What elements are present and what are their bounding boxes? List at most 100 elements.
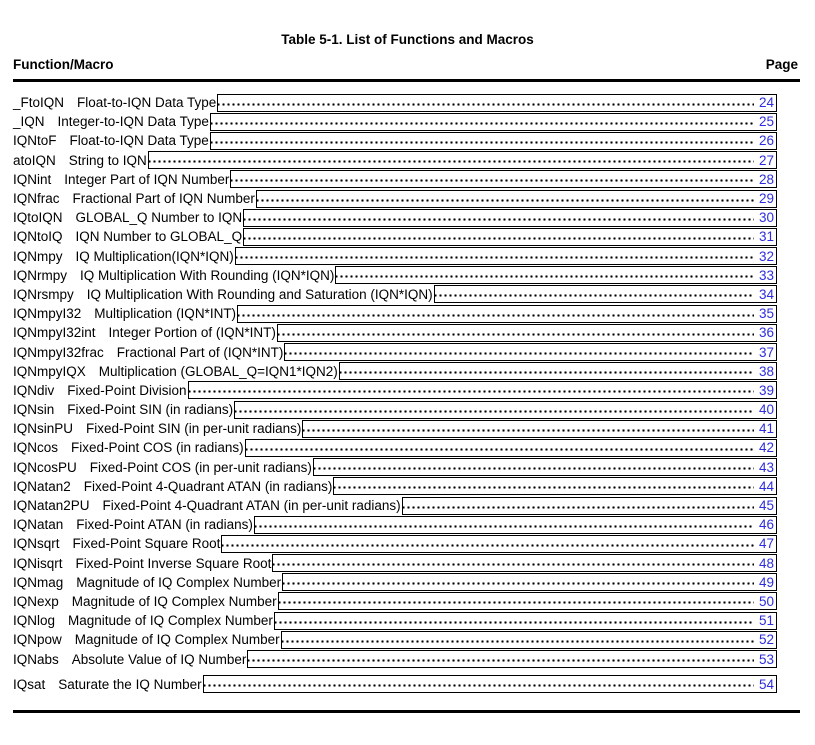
page-link[interactable]: 42 [244,438,777,457]
page-link[interactable]: 40 [234,400,777,419]
page-link[interactable]: 45 [401,496,777,515]
page-link[interactable]: 30 [243,208,777,227]
page-number: 48 [758,555,774,571]
dot-leader [334,478,754,495]
page-link[interactable]: 51 [273,611,777,630]
page-link[interactable]: 46 [253,515,777,534]
page-link[interactable]: 27 [147,151,777,170]
toc-entry-row: IQNisqrt Fixed-Point Inverse Square Root… [13,554,777,573]
dot-leader [313,459,754,476]
toc-entry-row: IQNatan Fixed-Point ATAN (in radians) 46 [13,515,777,534]
function-name: IQNatan2 [13,478,71,494]
toc-entry-row: IQNrsmpy IQ Multiplication With Rounding… [13,285,777,304]
page-link[interactable]: 47 [221,534,777,553]
function-name: IQNmpyI32 [13,306,82,322]
toc-entry-row: IQNatan2PU Fixed-Point 4-Quadrant ATAN (… [13,496,777,515]
page-number: 43 [758,459,774,475]
function-name: IQNmpyIQX [13,363,86,379]
function-name: IQNmpyI32frac [13,344,104,360]
page-number: 27 [758,152,774,168]
page-link[interactable]: 52 [280,630,777,649]
function-name: IQNatan [13,517,64,533]
function-name: IQNsinPU [13,421,74,437]
page-number: 50 [758,593,774,609]
page-link[interactable]: 49 [282,573,777,592]
function-description: Fixed-Point SIN (in per-unit radians) [86,421,302,437]
page-link[interactable]: 41 [302,419,777,438]
function-name: IQtoIQN [13,210,63,226]
toc-entry-row: IQNabs Absolute Value of IQ Number 53 [13,649,777,669]
page-number: 28 [758,171,774,187]
page-link[interactable]: 24 [217,93,777,112]
dot-leader [256,190,754,207]
page-number: 47 [758,536,774,552]
toc-entry-row: IQsat Saturate the IQ Number 54 [13,675,777,694]
dot-leader [278,593,754,610]
toc-entry-row: IQNpow Magnitude of IQ Complex Number 52 [13,630,777,649]
function-name: IQNfrac [13,191,60,207]
page-link[interactable]: 35 [237,304,777,323]
page-link[interactable]: 32 [234,247,777,266]
function-description: GLOBAL_Q Number to IQN [75,210,243,226]
function-description: Fixed-Point 4-Quadrant ATAN (in per-unit… [102,498,401,514]
toc-entry-row: IQNcosPU Fixed-Point COS (in per-unit ra… [13,458,777,477]
page-link[interactable]: 44 [333,477,777,496]
function-name: IQNexp [13,593,59,609]
page-link[interactable]: 37 [284,343,777,362]
page-number: 34 [758,286,774,302]
dot-leader [238,305,754,322]
toc-entry-row: IQNmpyI32frac Fractional Part of (IQN*IN… [13,342,777,362]
function-description: Integer Part of IQN Number [64,171,230,187]
page-link[interactable]: 25 [209,112,777,131]
function-description: Fractional Part of (IQN*INT) [116,344,284,360]
function-description: Fixed-Point SIN (in radians) [67,402,234,418]
function-description: Float-to-IQN Data Type [77,95,217,111]
dot-leader [248,651,754,668]
page-number: 29 [758,191,774,207]
page-link[interactable]: 54 [202,675,777,694]
page-link[interactable]: 50 [277,592,777,611]
page-link[interactable]: 38 [338,362,777,381]
column-header-function-macro: Function/Macro [13,57,114,72]
function-name: IQNrsmpy [13,286,74,302]
page-link[interactable]: 31 [243,227,777,246]
page-number: 54 [758,676,774,692]
function-description: String to IQN [68,152,147,168]
page-link[interactable]: 34 [433,285,777,304]
page-link[interactable]: 29 [255,189,777,208]
function-description: Fractional Part of IQN Number [72,191,255,207]
toc-entry-row: _FtoIQN Float-to-IQN Data Type 24 [13,93,777,112]
dot-leader [277,324,754,341]
header-rule [13,79,800,82]
dot-leader [148,152,754,169]
column-header-page: Page [765,57,798,72]
function-name: IQNlog [13,613,56,629]
page-link[interactable]: 26 [209,131,777,150]
page-link[interactable]: 36 [276,323,777,342]
function-description: Float-to-IQN Data Type [69,133,209,149]
function-name: IQNint [13,171,52,187]
dot-leader [210,113,754,130]
page-link[interactable]: 28 [230,170,777,189]
function-name: IQNabs [13,651,59,667]
page-link[interactable]: 43 [312,458,777,477]
dot-leader [231,171,754,188]
page-number: 36 [758,325,774,341]
dot-leader [285,344,754,361]
dot-leader [244,209,754,226]
page-number: 52 [758,632,774,648]
function-description: IQ Multiplication With Rounding and Satu… [86,286,433,302]
page-number: 39 [758,382,774,398]
page-link[interactable]: 33 [335,266,777,285]
function-description: Magnitude of IQ Complex Number [68,613,273,629]
page-link[interactable]: 48 [272,554,777,573]
function-description: Magnitude of IQ Complex Number [71,593,277,609]
page-number: 31 [758,229,774,245]
function-description: Integer Portion of (IQN*INT) [108,325,276,341]
page-number: 45 [758,498,774,514]
page-link[interactable]: 39 [187,381,777,400]
page-link[interactable]: 53 [247,650,777,669]
function-name: IQNsqrt [13,536,60,552]
page-number: 25 [758,114,774,130]
function-name: IQNcos [13,440,59,456]
